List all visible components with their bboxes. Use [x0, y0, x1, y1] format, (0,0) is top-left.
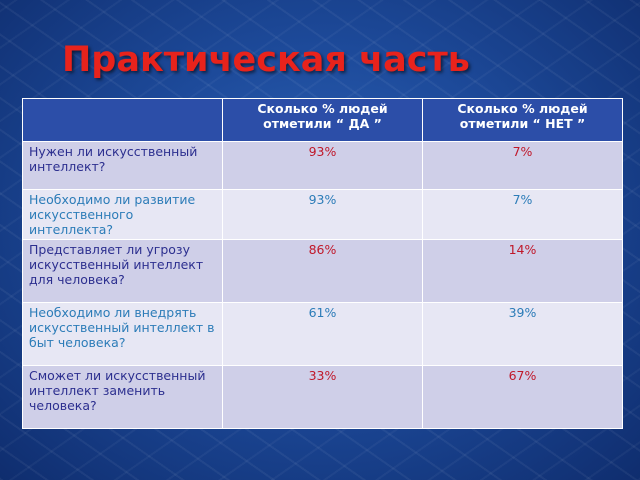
slide-title: Практическая часть [62, 40, 470, 80]
question-cell: Нужен ли искусственный интеллект? [22, 141, 223, 190]
question-cell: Сможет ли искусственный интеллект замени… [22, 365, 223, 429]
question-cell: Представляет ли угрозу искусственный инт… [22, 239, 223, 303]
no-cell: 7% [422, 141, 623, 190]
table-header-row: Сколько % людей отметили “ ДА ” Сколько … [22, 98, 623, 142]
table-row: Необходимо ли развитие искусственного ин… [22, 189, 623, 240]
yes-cell: 93% [222, 141, 423, 190]
header-yes: Сколько % людей отметили “ ДА ” [222, 98, 423, 142]
no-cell: 39% [422, 302, 623, 366]
yes-cell: 86% [222, 239, 423, 303]
question-cell: Необходимо ли внедрять искусственный инт… [22, 302, 223, 366]
yes-cell: 33% [222, 365, 423, 429]
header-empty-cell [22, 98, 223, 142]
survey-table: Сколько % людей отметили “ ДА ” Сколько … [22, 98, 623, 429]
table-row: Необходимо ли внедрять искусственный инт… [22, 302, 623, 366]
no-cell: 14% [422, 239, 623, 303]
no-cell: 7% [422, 189, 623, 240]
table-row: Нужен ли искусственный интеллект? 93% 7% [22, 141, 623, 190]
header-no: Сколько % людей отметили “ НЕТ ” [422, 98, 623, 142]
table-row: Сможет ли искусственный интеллект замени… [22, 365, 623, 429]
yes-cell: 93% [222, 189, 423, 240]
table-row: Представляет ли угрозу искусственный инт… [22, 239, 623, 303]
question-cell: Необходимо ли развитие искусственного ин… [22, 189, 223, 240]
yes-cell: 61% [222, 302, 423, 366]
no-cell: 67% [422, 365, 623, 429]
